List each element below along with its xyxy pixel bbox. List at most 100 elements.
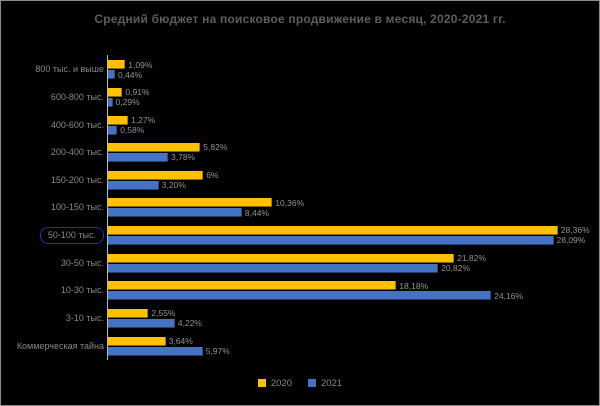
bar-group: 2,55% 4,22% — [108, 308, 599, 329]
bar-2020 — [108, 281, 397, 291]
bar-line-2020: 1,09% — [108, 59, 599, 70]
bar-line-2021: 4,22% — [108, 318, 599, 329]
category-label-cell: 150-200 тыс. — [1, 174, 108, 185]
category-label: 600-800 тыс. — [50, 91, 104, 102]
bar-line-2020: 3,64% — [108, 335, 599, 346]
bar-2021 — [108, 263, 439, 273]
category-row: 50-100 тыс. 28,36% 28,09% — [1, 222, 599, 250]
bar-2020 — [108, 253, 455, 263]
value-label-2021: 28,09% — [556, 235, 586, 246]
bar-line-2021: 5,97% — [108, 345, 599, 356]
bar-2020 — [108, 115, 129, 125]
bar-2021 — [108, 208, 242, 218]
value-label-2020: 28,36% — [560, 225, 590, 236]
value-label-2020: 1,09% — [128, 59, 153, 70]
bar-2020 — [108, 143, 201, 153]
category-row: 200-400 тыс. 5,82% 3,78% — [1, 139, 599, 167]
value-label-2020: 5,82% — [203, 142, 228, 153]
bar-2021 — [108, 70, 115, 80]
value-label-2021: 8,44% — [244, 207, 269, 218]
legend-swatch-icon — [308, 379, 316, 388]
category-label: 200-400 тыс. — [50, 147, 104, 158]
legend-item-2021: 2021 — [308, 377, 343, 389]
legend-label: 2020 — [270, 377, 292, 389]
bar-line-2021: 3,78% — [108, 152, 599, 163]
category-label-cell: 50-100 тыс. — [1, 227, 108, 245]
bar-line-2020: 18,18% — [108, 280, 599, 291]
value-label-2021: 20,82% — [441, 262, 471, 273]
bar-line-2020: 6% — [108, 170, 599, 181]
value-label-2021: 4,22% — [177, 318, 202, 329]
bar-line-2021: 28,09% — [108, 235, 599, 246]
value-label-2021: 0,29% — [115, 97, 140, 108]
category-label-cell: 400-600 тыс. — [1, 120, 108, 130]
bar-line-2021: 24,16% — [108, 290, 599, 301]
legend-item-2020: 2020 — [257, 377, 292, 389]
bar-2021 — [108, 180, 159, 190]
category-label-cell: 600-800 тыс. — [1, 91, 108, 102]
bar-group: 10,36% 8,44% — [108, 198, 599, 218]
bar-group: 5,82% 3,78% — [108, 142, 599, 163]
category-label: 100-150 тыс. — [50, 202, 104, 213]
category-label: 800 тыс. и выше — [35, 64, 104, 75]
legend: 2020 2021 — [1, 377, 599, 389]
value-label-2020: 0,91% — [125, 87, 150, 98]
y-axis-line — [107, 55, 108, 360]
bar-group: 1,09% 0,44% — [108, 59, 599, 80]
plot-area: 800 тыс. и выше 1,09% 0,44% 600-800 тыс. 0,9… — [1, 56, 599, 360]
bar-line-2020: 5,82% — [108, 142, 599, 153]
bar-2020 — [108, 336, 166, 346]
bar-2021 — [108, 346, 203, 356]
bar-2020 — [108, 198, 273, 208]
legend-swatch-icon — [257, 379, 266, 388]
bar-2021 — [108, 97, 113, 107]
bar-line-2021: 8,44% — [108, 207, 599, 218]
bar-group: 1,27% 0,58% — [108, 114, 599, 135]
category-label-highlighted: 50-100 тыс. — [39, 227, 104, 245]
bar-line-2020: 21,82% — [108, 252, 599, 263]
bar-line-2020: 2,55% — [108, 308, 599, 319]
category-row: 100-150 тыс. 10,36% 8,44% — [1, 194, 599, 222]
value-label-2020: 1,27% — [131, 114, 156, 125]
bar-group: 21,82% 20,82% — [108, 252, 599, 273]
bar-2021 — [108, 153, 168, 163]
bar-2021 — [108, 291, 492, 301]
category-label: 3-10 тыс. — [65, 312, 104, 323]
bar-2020 — [108, 87, 123, 97]
legend-label: 2021 — [321, 377, 343, 389]
category-label-cell: 3-10 тыс. — [1, 312, 108, 323]
bar-2020 — [108, 226, 558, 236]
value-label-2020: 6% — [206, 170, 219, 181]
bar-line-2021: 3,20% — [108, 180, 599, 190]
bar-group: 6% 3,20% — [108, 170, 599, 190]
category-row: 10-30 тыс. 18,18% 24,16% — [1, 277, 599, 305]
value-label-2020: 3,64% — [168, 335, 193, 346]
category-row: 800 тыс. и выше 1,09% 0,44% — [1, 56, 599, 84]
value-label-2021: 0,58% — [120, 124, 145, 135]
category-label: 30-50 тыс. — [60, 257, 104, 268]
bar-line-2020: 0,91% — [108, 87, 599, 98]
bar-line-2020: 10,36% — [108, 198, 599, 208]
bar-line-2021: 0,58% — [108, 124, 599, 135]
bar-2021 — [108, 125, 118, 135]
bar-group: 28,36% 28,09% — [108, 225, 599, 246]
category-label: 150-200 тыс. — [50, 174, 104, 185]
value-label-2020: 2,55% — [151, 308, 176, 319]
value-label-2020: 21,82% — [457, 252, 486, 263]
value-label-2021: 5,97% — [205, 345, 230, 356]
category-label-cell: Коммерческая тайна — [1, 340, 108, 351]
bar-line-2021: 0,44% — [108, 70, 599, 80]
value-label-2021: 24,16% — [494, 290, 524, 301]
category-label-cell: 100-150 тыс. — [1, 203, 108, 212]
category-label-cell: 30-50 тыс. — [1, 257, 108, 268]
category-label-cell: 200-400 тыс. — [1, 148, 108, 157]
category-row: 150-200 тыс. 6% 3,20% — [1, 167, 599, 195]
bar-group: 3,64% 5,97% — [108, 335, 599, 356]
bar-2020 — [108, 60, 126, 70]
bar-line-2021: 0,29% — [108, 97, 599, 108]
value-label-2021: 3,78% — [171, 152, 196, 163]
category-label: Коммерческая тайна — [16, 340, 104, 351]
category-row: 30-50 тыс. 21,82% 20,82% — [1, 249, 599, 277]
category-row: 400-600 тыс. 1,27% 0,58% — [1, 111, 599, 139]
value-label-2020: 18,18% — [399, 280, 429, 291]
